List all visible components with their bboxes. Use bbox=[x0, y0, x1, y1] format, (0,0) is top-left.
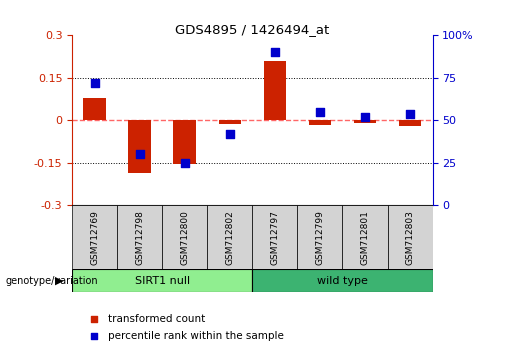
FancyBboxPatch shape bbox=[387, 205, 433, 269]
FancyBboxPatch shape bbox=[72, 269, 252, 292]
FancyBboxPatch shape bbox=[207, 205, 252, 269]
FancyBboxPatch shape bbox=[297, 205, 342, 269]
Text: GSM712801: GSM712801 bbox=[360, 210, 369, 265]
Text: genotype/variation: genotype/variation bbox=[5, 275, 98, 286]
FancyBboxPatch shape bbox=[252, 269, 433, 292]
FancyBboxPatch shape bbox=[342, 205, 387, 269]
FancyBboxPatch shape bbox=[72, 205, 117, 269]
Text: ▶: ▶ bbox=[55, 275, 63, 286]
Point bbox=[90, 333, 98, 339]
Point bbox=[361, 114, 369, 120]
Text: wild type: wild type bbox=[317, 275, 368, 286]
Bar bbox=[174, 120, 196, 164]
FancyBboxPatch shape bbox=[252, 205, 297, 269]
FancyBboxPatch shape bbox=[117, 205, 162, 269]
Text: GSM712797: GSM712797 bbox=[270, 210, 279, 265]
FancyBboxPatch shape bbox=[162, 205, 207, 269]
Text: GSM712798: GSM712798 bbox=[135, 210, 144, 265]
Point bbox=[406, 111, 414, 116]
Bar bbox=[218, 120, 241, 124]
Bar bbox=[264, 61, 286, 120]
Bar bbox=[128, 120, 151, 173]
Bar bbox=[308, 120, 331, 125]
Text: percentile rank within the sample: percentile rank within the sample bbox=[108, 331, 284, 341]
Point bbox=[271, 50, 279, 55]
Point bbox=[316, 109, 324, 115]
Text: SIRT1 null: SIRT1 null bbox=[134, 275, 190, 286]
Text: transformed count: transformed count bbox=[108, 314, 205, 324]
Point bbox=[91, 80, 99, 86]
Text: GSM712799: GSM712799 bbox=[316, 210, 324, 265]
Text: GSM712769: GSM712769 bbox=[90, 210, 99, 265]
Point bbox=[135, 152, 144, 157]
Text: GSM712803: GSM712803 bbox=[406, 210, 415, 265]
Text: GSM712800: GSM712800 bbox=[180, 210, 189, 265]
Text: GSM712802: GSM712802 bbox=[226, 210, 234, 265]
Bar bbox=[83, 98, 106, 120]
Bar bbox=[399, 120, 421, 126]
Point bbox=[90, 316, 98, 321]
Bar bbox=[354, 120, 376, 123]
Point bbox=[181, 160, 189, 166]
Text: GDS4895 / 1426494_at: GDS4895 / 1426494_at bbox=[175, 23, 330, 36]
Point bbox=[226, 131, 234, 137]
